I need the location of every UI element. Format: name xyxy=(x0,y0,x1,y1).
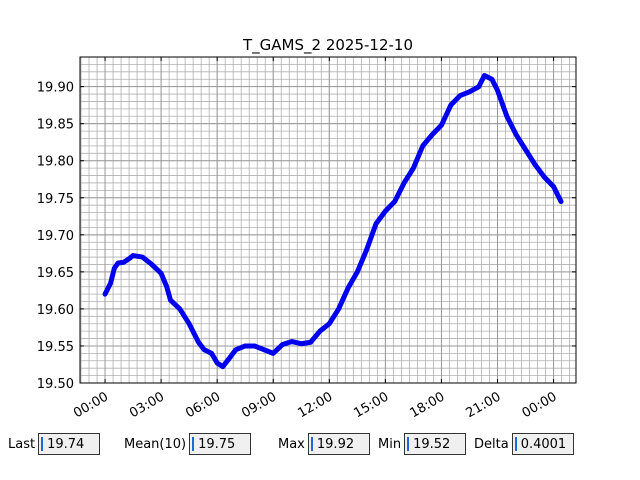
y-tick-label: 19.75 xyxy=(37,192,74,207)
chart: T_GAMS_2 2025-12-10 19.50 19.55 19.60 19.65… xyxy=(37,36,577,421)
stat-field: Max 19.92 xyxy=(278,432,370,456)
stat-label: Last xyxy=(8,436,36,452)
stat-field: Mean(10) 19.75 xyxy=(124,432,252,456)
stat-value[interactable]: 0.4001 xyxy=(511,433,574,455)
stat-label: Mean(10) xyxy=(124,436,187,452)
x-tick-label: 18:00 xyxy=(407,389,447,421)
x-tick-label: 00:00 xyxy=(71,389,111,421)
y-tick-label: 19.60 xyxy=(37,303,74,318)
y-tick-label: 19.85 xyxy=(37,118,74,133)
stat-value-text: 19.75 xyxy=(198,436,236,452)
stat-value[interactable]: 19.92 xyxy=(307,433,370,455)
plot-frame xyxy=(79,56,577,384)
stat-label: Max xyxy=(278,436,305,452)
stat-field: Last 19.74 xyxy=(8,432,101,456)
stat-value[interactable]: 19.52 xyxy=(404,433,467,455)
stat-label: Delta xyxy=(474,436,509,452)
stat-value[interactable]: 19.74 xyxy=(38,433,101,455)
stat-value[interactable]: 19.75 xyxy=(189,433,252,455)
stat-value-text: 19.74 xyxy=(47,436,85,452)
stat-value-text: 0.4001 xyxy=(520,436,567,452)
data-line xyxy=(102,73,564,370)
x-tick-label: 12:00 xyxy=(295,389,335,421)
chart-title: T_GAMS_2 2025-12-10 xyxy=(242,36,413,55)
y-tick-label: 19.65 xyxy=(37,266,74,281)
stat-value-text: 19.92 xyxy=(316,436,355,452)
y-tick-label: 19.90 xyxy=(37,81,74,96)
x-tick-label: 06:00 xyxy=(183,389,223,421)
stat-field: Min 19.52 xyxy=(378,432,467,456)
stat-field: Delta 0.4001 xyxy=(474,432,574,456)
y-tick-label: 19.55 xyxy=(37,340,74,355)
x-tick-label: 09:00 xyxy=(239,389,279,421)
x-tick-label: 21:00 xyxy=(464,389,504,421)
y-tick-label: 19.50 xyxy=(37,377,74,392)
stat-label: Min xyxy=(378,436,402,452)
stat-value-text: 19.52 xyxy=(413,436,451,452)
x-tick-label: 15:00 xyxy=(351,389,391,421)
y-tick-label: 19.70 xyxy=(37,229,74,244)
x-tick-label: 03:00 xyxy=(127,389,167,421)
x-tick-label: 00:00 xyxy=(520,389,560,421)
y-tick-label: 19.80 xyxy=(37,155,74,170)
